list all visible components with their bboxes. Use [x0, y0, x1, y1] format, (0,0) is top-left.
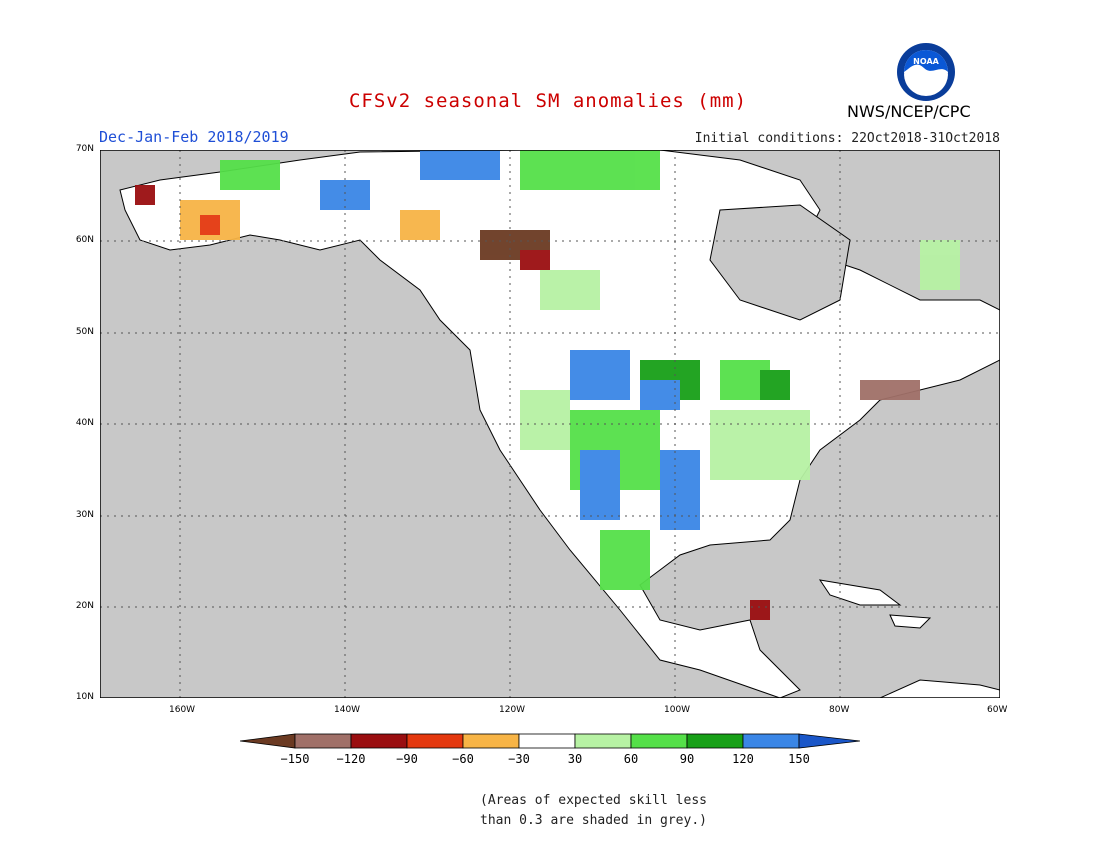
legend-arrow-left — [240, 733, 296, 749]
legend-tick-label: 30 — [568, 752, 582, 766]
lon-label: 140W — [334, 705, 361, 715]
legend-swatch — [462, 733, 520, 749]
season-label: Dec-Jan-Feb 2018/2019 — [99, 128, 289, 146]
legend-tick-label: 60 — [624, 752, 638, 766]
lat-label: 70N — [75, 144, 94, 154]
legend-tick-label: −30 — [508, 752, 530, 766]
legend-swatch — [518, 733, 576, 749]
legend-swatch — [742, 733, 800, 749]
lat-label: 40N — [75, 418, 94, 428]
anomaly-map — [100, 150, 1000, 698]
lat-label: 50N — [75, 327, 94, 337]
legend-tick-label: −90 — [396, 752, 418, 766]
legend-arrow-right — [798, 733, 860, 749]
legend-tick-label: 90 — [680, 752, 694, 766]
grid — [100, 150, 1000, 698]
legend-swatch — [350, 733, 408, 749]
legend-swatch — [574, 733, 632, 749]
lon-label: 100W — [664, 705, 691, 715]
lat-label: 20N — [75, 601, 94, 611]
map-title: CFSv2 seasonal SM anomalies (mm) — [348, 90, 748, 112]
legend-tick-label: 150 — [788, 752, 810, 766]
agency-label: NWS/NCEP/CPC — [847, 102, 971, 121]
skill-note: (Areas of expected skill less than 0.3 a… — [480, 793, 707, 828]
logo-text: NOAA — [913, 57, 939, 66]
legend-swatch — [686, 733, 744, 749]
legend-swatch — [294, 733, 352, 749]
legend-tick-label: −60 — [452, 752, 474, 766]
lat-label: 30N — [75, 510, 94, 520]
lon-label: 80W — [829, 705, 850, 715]
legend-tick-label: −150 — [281, 752, 310, 766]
color-legend: −150 −120 −90 −60 −30 30 60 90 120 150 — [240, 733, 860, 766]
lon-label: 120W — [499, 705, 526, 715]
legend-swatch — [630, 733, 688, 749]
legend-tick-label: 120 — [732, 752, 754, 766]
initial-conditions-label: Initial conditions: 22Oct2018-31Oct2018 — [694, 131, 1000, 146]
noaa-logo: NOAA — [897, 43, 955, 101]
lat-label: 10N — [75, 692, 94, 702]
anomaly-patches — [135, 150, 960, 620]
legend-swatch — [406, 733, 464, 749]
lon-label: 160W — [169, 705, 196, 715]
lat-label: 60N — [75, 235, 94, 245]
legend-tick-label: −120 — [337, 752, 366, 766]
lon-label: 60W — [987, 705, 1008, 715]
